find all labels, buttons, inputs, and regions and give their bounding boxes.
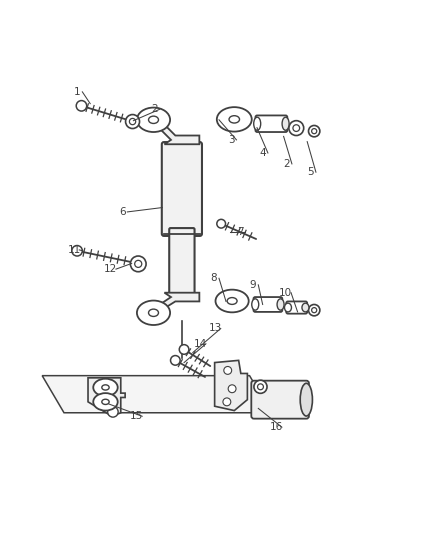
FancyBboxPatch shape (286, 302, 307, 313)
Polygon shape (151, 118, 199, 144)
Circle shape (308, 125, 320, 137)
Ellipse shape (137, 108, 170, 132)
FancyBboxPatch shape (255, 116, 287, 132)
Polygon shape (151, 293, 199, 312)
Circle shape (228, 385, 236, 393)
Text: 9: 9 (250, 280, 256, 290)
Text: 3: 3 (228, 135, 234, 145)
Text: 11: 11 (67, 245, 81, 255)
Circle shape (131, 256, 146, 272)
Circle shape (76, 101, 87, 111)
Circle shape (308, 304, 320, 316)
Text: 6: 6 (119, 207, 125, 217)
Circle shape (311, 308, 317, 313)
Circle shape (224, 367, 232, 374)
Ellipse shape (282, 117, 289, 130)
Circle shape (258, 384, 263, 390)
Circle shape (72, 246, 82, 256)
Ellipse shape (93, 379, 118, 396)
Text: 8: 8 (210, 273, 217, 283)
Ellipse shape (229, 116, 240, 123)
Circle shape (311, 128, 317, 134)
Polygon shape (42, 376, 272, 413)
Text: 1: 1 (74, 87, 81, 97)
Text: 5: 5 (307, 167, 314, 177)
FancyBboxPatch shape (169, 228, 194, 294)
Ellipse shape (102, 399, 109, 405)
Circle shape (217, 220, 226, 228)
Ellipse shape (227, 297, 237, 304)
Circle shape (293, 125, 300, 132)
Text: 13: 13 (209, 324, 222, 334)
Text: 2: 2 (151, 104, 158, 114)
Text: 7: 7 (237, 227, 243, 237)
Ellipse shape (254, 117, 261, 130)
Circle shape (179, 345, 189, 354)
Circle shape (129, 118, 136, 125)
Ellipse shape (302, 303, 309, 312)
Circle shape (135, 260, 142, 268)
Ellipse shape (277, 299, 284, 310)
Ellipse shape (148, 309, 159, 317)
Ellipse shape (217, 107, 252, 132)
Polygon shape (215, 360, 247, 410)
Ellipse shape (102, 385, 109, 390)
FancyBboxPatch shape (254, 297, 283, 312)
FancyBboxPatch shape (251, 381, 309, 418)
Ellipse shape (93, 393, 118, 410)
Ellipse shape (285, 303, 291, 312)
Circle shape (223, 398, 231, 406)
Text: 10: 10 (279, 288, 292, 298)
Text: 12: 12 (104, 264, 117, 274)
Ellipse shape (252, 299, 259, 310)
Circle shape (126, 115, 140, 128)
Circle shape (170, 356, 180, 365)
Ellipse shape (148, 116, 159, 124)
Ellipse shape (300, 383, 312, 416)
Circle shape (254, 380, 267, 393)
Ellipse shape (215, 289, 249, 312)
Polygon shape (88, 378, 125, 416)
FancyBboxPatch shape (162, 142, 202, 236)
Text: 16: 16 (270, 422, 283, 432)
Circle shape (108, 407, 118, 417)
Text: 4: 4 (259, 148, 266, 158)
Circle shape (289, 120, 304, 135)
Text: 15: 15 (130, 411, 144, 421)
Text: 14: 14 (194, 339, 207, 349)
Ellipse shape (137, 301, 170, 325)
Text: 2: 2 (283, 159, 290, 169)
